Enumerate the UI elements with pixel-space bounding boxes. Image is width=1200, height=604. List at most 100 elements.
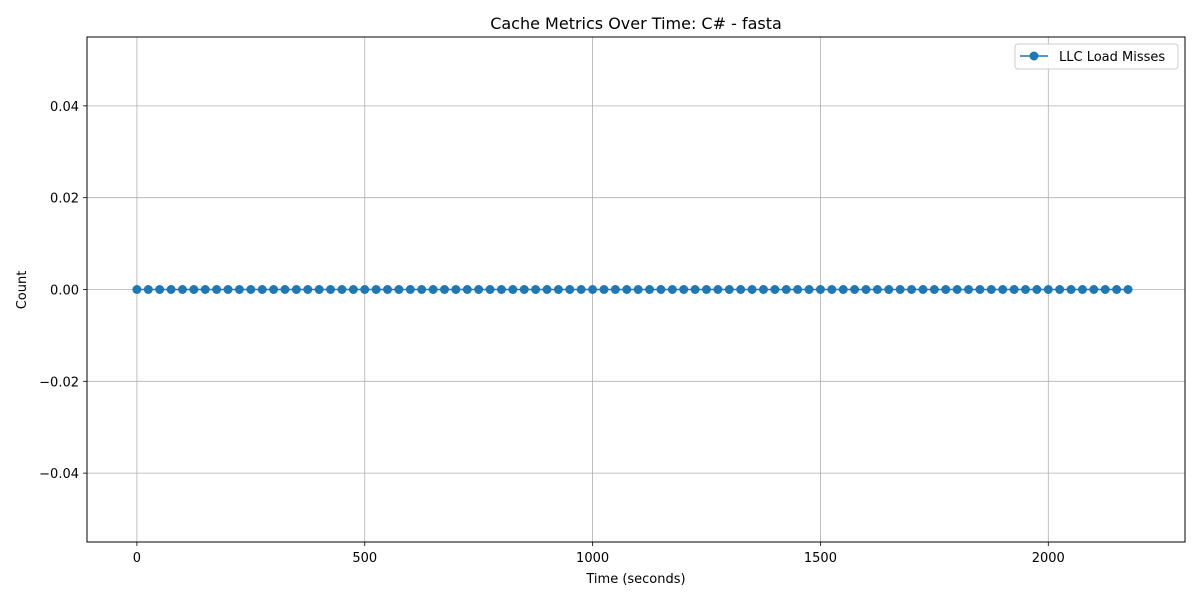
- data-point: [1032, 285, 1042, 294]
- data-point: [508, 285, 518, 294]
- data-point: [1123, 285, 1133, 294]
- data-point: [804, 285, 814, 294]
- data-point: [952, 285, 962, 294]
- data-point: [553, 285, 563, 294]
- data-point: [212, 285, 222, 294]
- data-point: [713, 285, 723, 294]
- data-point: [690, 285, 700, 294]
- data-point: [1077, 285, 1087, 294]
- data-point: [986, 285, 996, 294]
- x-tick-label: 500: [352, 551, 377, 566]
- data-point: [1043, 285, 1053, 294]
- data-point: [451, 285, 461, 294]
- y-axis-label: Count: [15, 271, 30, 310]
- data-point: [565, 285, 575, 294]
- data-point: [223, 285, 233, 294]
- data-point: [474, 285, 484, 294]
- x-tick-label: 1000: [576, 551, 609, 566]
- data-point: [326, 285, 336, 294]
- data-point: [439, 285, 449, 294]
- data-point: [861, 285, 871, 294]
- data-point: [815, 285, 825, 294]
- data-point: [519, 285, 529, 294]
- data-point: [246, 285, 256, 294]
- data-point: [280, 285, 290, 294]
- data-point: [496, 285, 506, 294]
- data-point: [599, 285, 609, 294]
- x-tick-label: 1500: [804, 551, 837, 566]
- y-tick-label: 0.02: [50, 192, 79, 207]
- data-point: [576, 285, 586, 294]
- x-axis-label: Time (seconds): [585, 572, 685, 587]
- data-point: [998, 285, 1008, 294]
- data-point: [531, 285, 541, 294]
- x-tick-label: 0: [133, 551, 141, 566]
- data-point: [929, 285, 939, 294]
- legend-box: [1014, 43, 1179, 70]
- data-point: [462, 285, 472, 294]
- data-point: [964, 285, 974, 294]
- data-point: [941, 285, 951, 294]
- data-point: [736, 285, 746, 294]
- data-point: [189, 285, 199, 294]
- legend-marker-icon: [1029, 51, 1039, 61]
- data-point: [200, 285, 210, 294]
- data-point: [269, 285, 279, 294]
- data-point: [1066, 285, 1076, 294]
- data-point: [485, 285, 495, 294]
- y-tick-label: −0.04: [39, 467, 79, 482]
- data-point: [360, 285, 370, 294]
- data-point: [610, 285, 620, 294]
- data-point: [702, 285, 712, 294]
- data-point: [303, 285, 313, 294]
- data-point: [1021, 285, 1031, 294]
- ticks: 0 500 1000 1500 2000 −0.04 −0.02 0.00 0.02 0.04: [39, 100, 1065, 566]
- data-point: [1009, 285, 1019, 294]
- data-point: [838, 285, 848, 294]
- legend-label: LLC Load Misses: [1059, 50, 1165, 65]
- data-point: [724, 285, 734, 294]
- data-point: [872, 285, 882, 294]
- data-point: [405, 285, 415, 294]
- data-point: [155, 285, 165, 294]
- y-tick-label: 0.04: [50, 100, 79, 115]
- data-point: [827, 285, 837, 294]
- data-point: [337, 285, 347, 294]
- data-point: [895, 285, 905, 294]
- data-point: [1055, 285, 1065, 294]
- data-point: [371, 285, 381, 294]
- data-point: [588, 285, 598, 294]
- data-point: [907, 285, 917, 294]
- series-layer: [132, 285, 1133, 294]
- data-point: [747, 285, 757, 294]
- data-point: [667, 285, 677, 294]
- data-point: [383, 285, 393, 294]
- data-point: [1089, 285, 1099, 294]
- data-point: [143, 285, 153, 294]
- data-point: [884, 285, 894, 294]
- data-point: [132, 285, 142, 294]
- data-point: [918, 285, 928, 294]
- data-point: [781, 285, 791, 294]
- data-point: [679, 285, 689, 294]
- data-point: [291, 285, 301, 294]
- data-point: [314, 285, 324, 294]
- data-point: [257, 285, 267, 294]
- data-point: [975, 285, 985, 294]
- chart-title: Cache Metrics Over Time: C# - fasta: [490, 14, 782, 33]
- data-point: [770, 285, 780, 294]
- data-point: [428, 285, 438, 294]
- data-point: [542, 285, 552, 294]
- data-point: [166, 285, 176, 294]
- data-point: [850, 285, 860, 294]
- y-tick-label: 0.00: [50, 284, 79, 299]
- data-point: [417, 285, 427, 294]
- data-point: [645, 285, 655, 294]
- data-point: [348, 285, 358, 294]
- data-point: [758, 285, 768, 294]
- x-tick-label: 2000: [1032, 551, 1065, 566]
- data-point: [793, 285, 803, 294]
- data-point: [1100, 285, 1110, 294]
